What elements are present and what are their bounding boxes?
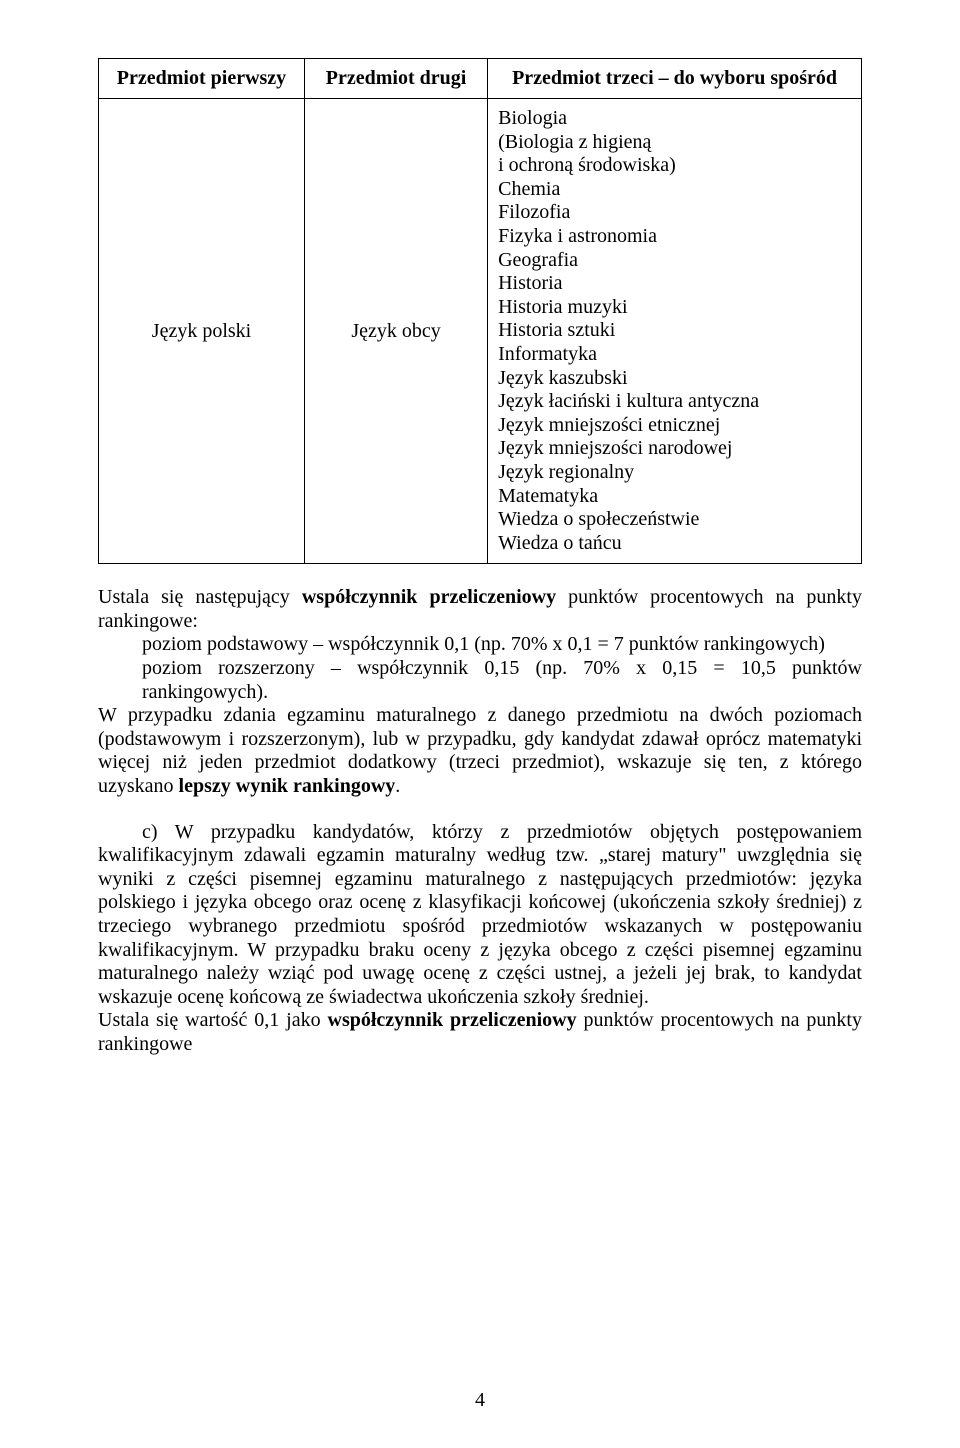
subject-line: Język mniejszości etnicznej xyxy=(498,414,853,438)
subject-line: Informatyka xyxy=(498,343,853,367)
subject-line: Matematyka xyxy=(498,485,853,509)
subject-line: Fizyka i astronomia xyxy=(498,225,853,249)
subject-line: Język mniejszości narodowej xyxy=(498,437,853,461)
subject-line: Geografia xyxy=(498,249,853,273)
p1-dot: . xyxy=(395,775,400,797)
p1-lead: Ustala się następujący xyxy=(98,586,302,608)
p1-bold2: lepszy wynik rankingowy xyxy=(179,775,396,797)
page-container: Przedmiot pierwszy Przedmiot drugi Przed… xyxy=(0,0,960,1448)
subject-list: Biologia(Biologia z higienąi ochroną śro… xyxy=(496,103,853,559)
cell-col2: Język obcy xyxy=(305,99,488,564)
table-header-row: Przedmiot pierwszy Przedmiot drugi Przed… xyxy=(99,59,862,99)
subject-line: i ochroną środowiska) xyxy=(498,154,853,178)
p2-line2a: Ustala się wartość 0,1 jako xyxy=(98,1009,328,1031)
paragraph-1: Ustala się następujący współczynnik prze… xyxy=(98,586,862,798)
subject-line: Historia sztuki xyxy=(498,319,853,343)
p1-bold1: współczynnik przeliczeniowy xyxy=(302,586,556,608)
subject-line: Wiedza o tańcu xyxy=(498,532,853,556)
table-body-row: Język polski Język obcy Biologia(Biologi… xyxy=(99,99,862,564)
subject-line: Historia xyxy=(498,272,853,296)
subject-line: Język kaszubski xyxy=(498,367,853,391)
subjects-table: Przedmiot pierwszy Przedmiot drugi Przed… xyxy=(98,58,862,564)
p1-line2: poziom podstawowy – współczynnik 0,1 (np… xyxy=(98,633,862,657)
paragraph-2b: Ustala się wartość 0,1 jako współczynnik… xyxy=(98,1009,862,1056)
subject-line: Biologia xyxy=(498,107,853,131)
cell-col3: Biologia(Biologia z higienąi ochroną śro… xyxy=(488,99,862,564)
paragraph-2: c) W przypadku kandydatów, którzy z prze… xyxy=(98,821,862,1010)
subject-line: Język regionalny xyxy=(498,461,853,485)
header-col1: Przedmiot pierwszy xyxy=(99,59,305,99)
cell-col1: Język polski xyxy=(99,99,305,564)
subject-line: Chemia xyxy=(498,178,853,202)
subject-line: Wiedza o społeczeństwie xyxy=(498,508,853,532)
subject-line: Filozofia xyxy=(498,201,853,225)
p1-line3: poziom rozszerzony – współczynnik 0,15 (… xyxy=(98,657,862,704)
p2-line2b: współczynnik przeliczeniowy xyxy=(328,1009,577,1031)
header-col2: Przedmiot drugi xyxy=(305,59,488,99)
page-number: 4 xyxy=(0,1389,960,1412)
subject-line: (Biologia z higieną xyxy=(498,131,853,155)
subject-line: Historia muzyki xyxy=(498,296,853,320)
subject-line: Język łaciński i kultura antyczna xyxy=(498,390,853,414)
header-col3: Przedmiot trzeci – do wyboru spośród xyxy=(488,59,862,99)
p2-lead: c) W przypadku kandydatów, którzy z prze… xyxy=(98,821,862,1008)
